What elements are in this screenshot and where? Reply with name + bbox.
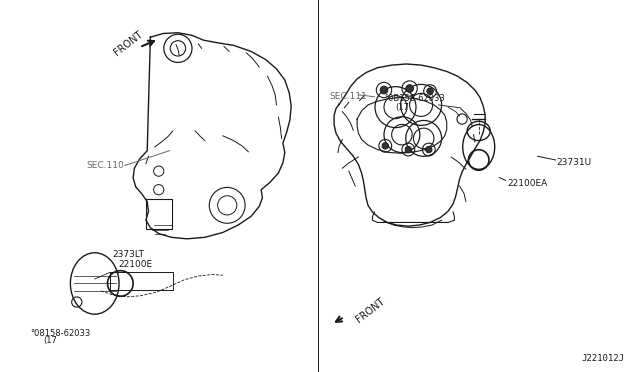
Ellipse shape <box>426 146 432 153</box>
Text: 23731U: 23731U <box>557 158 592 167</box>
Ellipse shape <box>427 88 433 94</box>
Ellipse shape <box>382 142 388 149</box>
Bar <box>110 272 173 290</box>
Text: 22100EA: 22100EA <box>508 179 548 187</box>
Ellipse shape <box>405 146 412 153</box>
Text: (17: (17 <box>44 336 58 345</box>
Ellipse shape <box>380 86 388 94</box>
Text: (17: (17 <box>396 103 410 112</box>
Text: °08158-62033: °08158-62033 <box>31 329 91 338</box>
Text: 2373LT: 2373LT <box>112 250 144 259</box>
Ellipse shape <box>406 85 413 92</box>
Text: FRONT: FRONT <box>112 29 145 58</box>
Text: J221012J: J221012J <box>581 354 624 363</box>
Text: SEC.111: SEC.111 <box>330 92 367 101</box>
Text: °0B158-62033: °0B158-62033 <box>384 94 445 103</box>
Text: SEC.110: SEC.110 <box>86 161 124 170</box>
Text: FRONT: FRONT <box>354 296 387 324</box>
Text: 22100E: 22100E <box>118 260 152 269</box>
